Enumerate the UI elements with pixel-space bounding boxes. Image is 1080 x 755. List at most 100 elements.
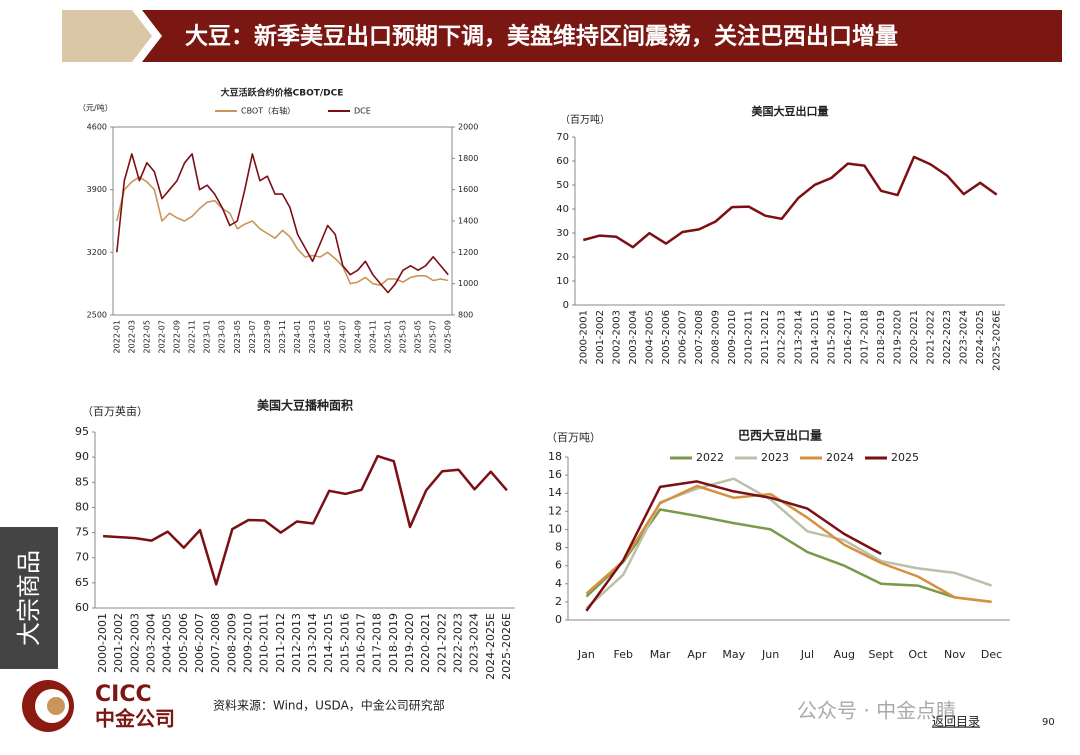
x-tick-label: 2011-2012 [274, 613, 287, 673]
x-tick-label: 2023-11 [278, 320, 287, 353]
toc-link[interactable]: 返回目录 [932, 715, 980, 729]
y-tick-label: 0 [555, 613, 562, 626]
x-tick-label: 2007-2008 [209, 613, 222, 673]
x-tick-label: 2015-2016 [338, 613, 351, 673]
x-tick-label: 2006-2007 [193, 613, 206, 673]
y-tick-label: 10 [556, 276, 569, 287]
x-tick-label: 2025-03 [399, 320, 408, 353]
y-tick-label: 60 [75, 601, 89, 614]
x-tick-label: 2000-2001 [578, 310, 589, 365]
side-label: 大宗商品 [15, 550, 43, 646]
legend-label: DCE [354, 107, 371, 116]
x-tick-label: 2025-2026E [500, 613, 513, 680]
x-tick-label: Oct [908, 648, 928, 661]
x-tick-label: 2020-2021 [419, 613, 432, 673]
x-tick-label: 2003-2004 [145, 613, 158, 673]
legend-label: 2025 [891, 451, 919, 464]
y2-tick-label: 2000 [458, 123, 478, 132]
x-tick-label: Feb [614, 648, 633, 661]
x-tick-label: Dec [981, 648, 1002, 661]
y-tick-label: 18 [548, 450, 562, 463]
x-tick-label: 2009-2010 [241, 613, 254, 673]
x-tick-label: 2024-05 [323, 320, 332, 353]
series-line [116, 153, 449, 294]
page-number: 90 [1042, 717, 1055, 728]
series-line [585, 484, 992, 604]
x-tick-label: 2022-01 [112, 320, 121, 353]
x-tick-label: Mar [650, 648, 671, 661]
y2-tick-label: 1200 [458, 248, 478, 257]
x-tick-label: 2022-09 [173, 320, 182, 353]
x-tick-label: 2023-2024 [468, 613, 481, 673]
x-tick-label: 2013-2014 [793, 310, 804, 365]
x-tick-label: 2013-2014 [306, 613, 319, 673]
y-tick-label: 14 [548, 486, 562, 499]
y-tick-label: 90 [75, 450, 89, 463]
x-tick-label: 2021-2022 [926, 310, 937, 365]
x-tick-label: 2025-07 [429, 320, 438, 353]
x-tick-label: 2025-05 [414, 320, 423, 353]
x-tick-label: 2022-03 [127, 320, 136, 353]
y-tick-label: 8 [555, 541, 562, 554]
x-tick-label: 2022-2023 [942, 310, 953, 365]
x-tick-label: Jan [577, 648, 595, 661]
watermark: 公众号 · 中金点睛 [797, 699, 956, 723]
y-axis-label: （百万吨） [546, 431, 601, 444]
x-tick-label: 2009-2010 [727, 310, 738, 365]
y-tick-label: 3200 [87, 248, 107, 257]
y2-tick-label: 1000 [458, 279, 478, 288]
x-tick-label: 2010-2011 [258, 613, 271, 673]
x-tick-label: May [722, 648, 745, 661]
x-tick-label: Aug [834, 648, 855, 661]
y-tick-label: 4600 [87, 123, 107, 132]
x-tick-label: 2008-2009 [225, 613, 238, 673]
x-tick-label: 2023-2024 [959, 310, 970, 365]
x-tick-label: 2002-2003 [611, 310, 622, 365]
y2-tick-label: 800 [458, 311, 473, 320]
x-tick-label: 2023-09 [263, 320, 272, 353]
y-tick-label: 50 [556, 180, 569, 191]
x-tick-label: 2024-07 [338, 320, 347, 353]
x-tick-label: 2012-2013 [290, 613, 303, 673]
chevron [62, 10, 152, 62]
series-line [585, 480, 882, 612]
x-tick-label: 2012-2013 [777, 310, 788, 365]
x-tick-label: 2016-2017 [355, 613, 368, 673]
y-tick-label: 16 [548, 468, 562, 481]
x-tick-label: 2005-2006 [661, 310, 672, 365]
x-tick-label: 2018-2019 [387, 613, 400, 673]
x-tick-label: 2024-11 [368, 320, 377, 353]
x-tick-label: 2023-01 [203, 320, 212, 353]
x-tick-label: Jul [800, 648, 814, 661]
y-tick-label: 65 [75, 576, 89, 589]
y-tick-label: 60 [556, 156, 569, 167]
x-tick-label: 2024-01 [293, 320, 302, 353]
y-tick-label: 3900 [87, 185, 107, 194]
y-tick-label: 70 [556, 132, 569, 143]
x-tick-label: Sept [869, 648, 895, 661]
x-tick-label: 2022-07 [157, 320, 166, 353]
x-tick-label: 2022-05 [142, 320, 151, 353]
x-tick-label: 2025-09 [444, 320, 453, 353]
chart-title: 大豆活跃合约价格CBOT/DCE [221, 87, 344, 99]
series-line [116, 176, 449, 286]
y-tick-label: 40 [556, 204, 569, 215]
x-tick-label: 2017-2018 [371, 613, 384, 673]
x-tick-label: 2004-2005 [644, 310, 655, 365]
x-tick-label: 2024-03 [308, 320, 317, 353]
y-tick-label: 85 [75, 475, 89, 488]
x-tick-label: 2014-2015 [810, 310, 821, 365]
x-tick-label: 2022-2023 [451, 613, 464, 673]
x-tick-label: 2008-2009 [711, 310, 722, 365]
header-title: 大豆：新季美豆出口预期下调，美盘维持区间震荡，关注巴西出口增量 [185, 23, 898, 50]
legend-label: 2023 [761, 451, 789, 464]
chart-title: 巴西大豆出口量 [738, 428, 822, 443]
x-tick-label: 2024-2025 [975, 310, 986, 365]
y-tick-label: 4 [555, 577, 562, 590]
x-tick-label: 2002-2003 [128, 613, 141, 673]
y-axis-label: （百万吨） [560, 113, 610, 126]
x-tick-label: 2023-03 [218, 320, 227, 353]
logo-en: CICC [95, 682, 152, 707]
x-tick-label: 2025-2026E [992, 310, 1003, 371]
chart-title: 美国大豆播种面积 [257, 398, 353, 413]
